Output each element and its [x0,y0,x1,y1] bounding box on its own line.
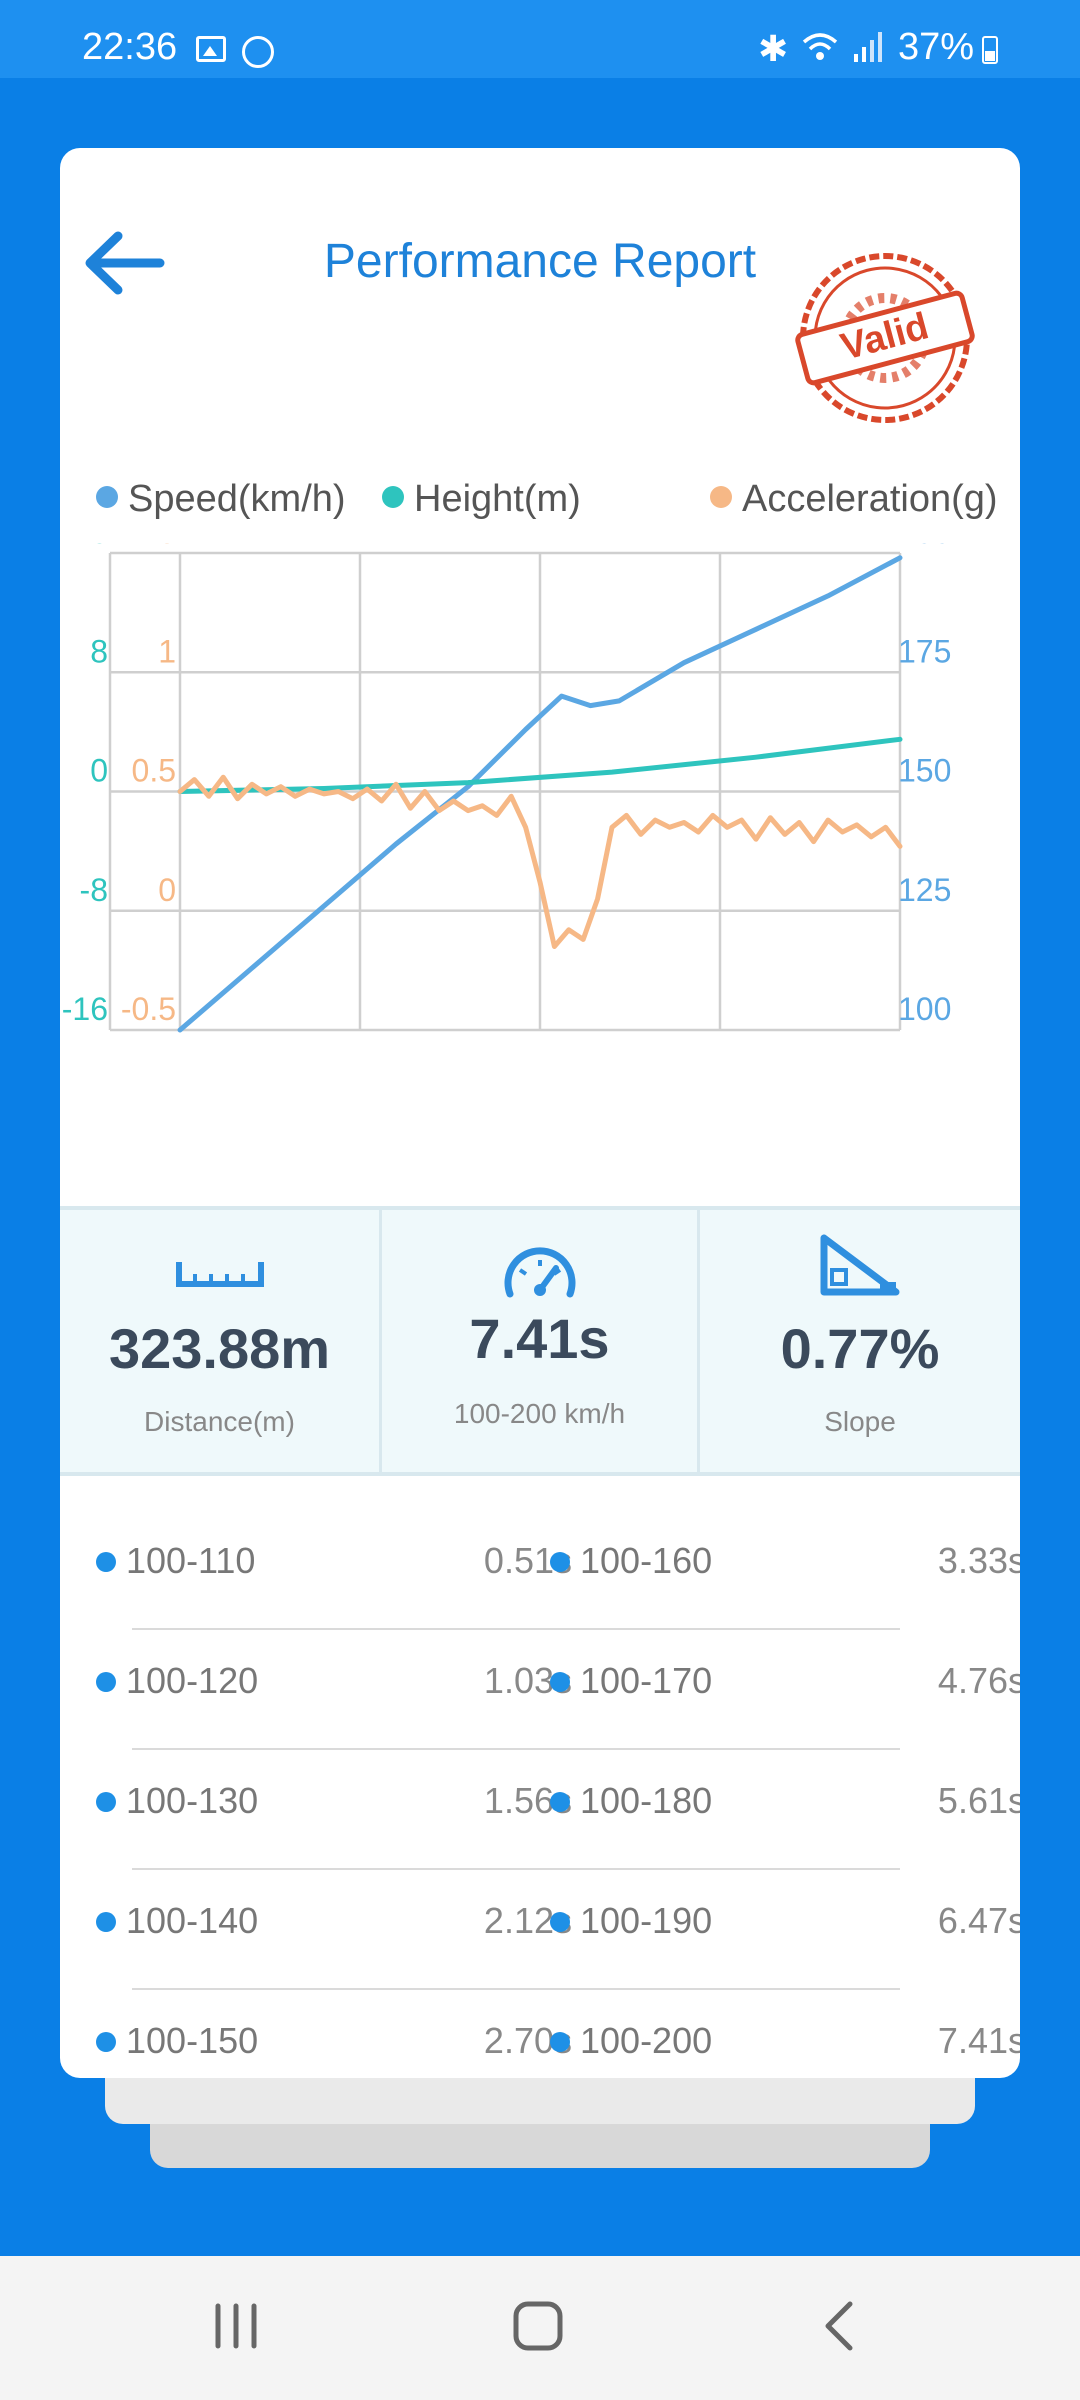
legend-item-speed[interactable]: Speed(km/h) [96,478,346,521]
legend-label: Speed(km/h) [128,478,346,520]
stat-distance: 323.88m Distance(m) [60,1210,382,1472]
split-time: 4.76s [937,1660,1020,1701]
split-row: 100-120 1.03s 100-170 4.76s [60,1630,1020,1750]
distance-value: 323.88m [108,1317,331,1380]
split-row: 100-150 2.70s 100-200 7.41s [60,1990,1020,2078]
legend-item-height[interactable]: Height(m) [382,478,581,521]
legend-label: Height(m) [414,478,581,520]
split-dot [96,1552,116,1572]
split-label: 100-130 [126,1780,259,1821]
legend-dot [382,486,404,508]
time-value: 7.41s [469,1307,610,1370]
tick-label-speed: 125 [898,872,951,908]
status-bar: 22:36 ✱ 37% [0,0,1080,78]
split-label: 100-150 [126,2020,259,2061]
battery-icon [982,36,998,64]
split-label: 100-120 [126,1660,259,1701]
wifi-icon [802,33,838,60]
tick-label-acceleration: -0.5 [121,991,176,1027]
split-time: 6.47s [937,1900,1020,1941]
split-dot [96,1672,116,1692]
legend-label: Acceleration(g) [742,478,998,520]
series-line-speed-km-h [177,555,903,1033]
tick-label-acceleration: 1.5 [132,543,176,550]
split-dot [96,1912,116,1932]
split-dot [550,1792,570,1812]
ruler-icon [175,1262,264,1287]
split-label: 100-180 [580,1780,713,1821]
stats-row: 323.88m Distance(m) 7.41s 100-200 km/h 0… [60,1206,1020,1476]
split-dot [550,1552,570,1572]
page-title: Performance Report [323,235,757,288]
split-row: 100-130 1.56s 100-180 5.61s [60,1750,1020,1870]
tick-label-height: 8 [90,633,108,669]
speedometer-icon [504,1247,575,1298]
split-label: 100-190 [580,1900,713,1941]
split-dot [96,2032,116,2052]
split-label: 100-200 [580,2020,713,2061]
back-icon[interactable] [780,2276,900,2376]
split-row: 100-110 0.51s 100-160 3.33s [60,1510,1020,1630]
app-notification-icon [242,36,274,68]
battery-percent: 37% [898,26,975,68]
gallery-icon [196,36,226,62]
split-dot [550,1912,570,1932]
tick-label-acceleration: 0.5 [132,753,176,789]
split-label: 100-110 [126,1540,256,1581]
tick-label-height: -8 [80,872,108,908]
performance-report-card: Performance Report Valid Speed(km/h) Hei… [60,148,1020,2078]
tick-label-acceleration: 1 [158,633,176,669]
split-dot [550,1672,570,1692]
signal-icon [854,32,882,62]
split-dot [96,1792,116,1812]
tick-label-speed: 150 [898,753,951,789]
split-label: 100-140 [126,1900,259,1941]
distance-label: Distance(m) [144,1406,295,1437]
tick-label-height: 0 [90,753,108,789]
split-time: 3.33s [937,1540,1020,1581]
split-divider [132,1988,900,1990]
time-label: 100-200 km/h [453,1398,626,1429]
home-icon[interactable] [478,2276,598,2376]
legend-dot [710,486,732,508]
legend-dot [96,486,118,508]
slope-value: 0.77% [780,1317,940,1380]
split-divider [132,1628,900,1630]
legend-item-acceleration[interactable]: Acceleration(g) [710,478,998,521]
tick-label-speed: 175 [898,633,951,669]
tick-label-speed: 200 [898,543,951,550]
split-time: 5.61s [937,1780,1020,1821]
arrow-left-icon[interactable] [80,228,166,298]
performance-chart: 16 8 0 -8 -16 1.5 1 0.5 0 -0.5 200 175 150 125 100 [62,543,951,1033]
split-divider [132,1868,900,1870]
tick-label-speed: 100 [898,991,951,1027]
split-time: 7.41s [937,2020,1020,2061]
series-line-acceleration-g [177,774,903,949]
recent-apps-icon[interactable] [176,2276,296,2376]
split-dot [550,2032,570,2052]
slope-label: Slope [824,1406,896,1437]
tick-label-height: -16 [62,991,108,1027]
stat-slope: 0.77% Slope [700,1210,1020,1472]
split-divider [132,1748,900,1750]
system-nav-bar [0,2256,1080,2400]
valid-stamp: Valid [795,253,975,423]
status-time: 22:36 [82,26,178,68]
stat-time: 7.41s 100-200 km/h [382,1210,700,1472]
split-row: 100-140 2.12s 100-190 6.47s [60,1870,1020,1990]
split-label: 100-170 [580,1660,713,1701]
bluetooth-icon: ✱ [758,28,789,69]
tick-label-height: 16 [72,543,108,550]
tick-label-acceleration: 0 [158,872,176,908]
split-label: 100-160 [580,1540,713,1581]
slope-icon [820,1234,900,1296]
series-line-height-m [177,736,903,794]
